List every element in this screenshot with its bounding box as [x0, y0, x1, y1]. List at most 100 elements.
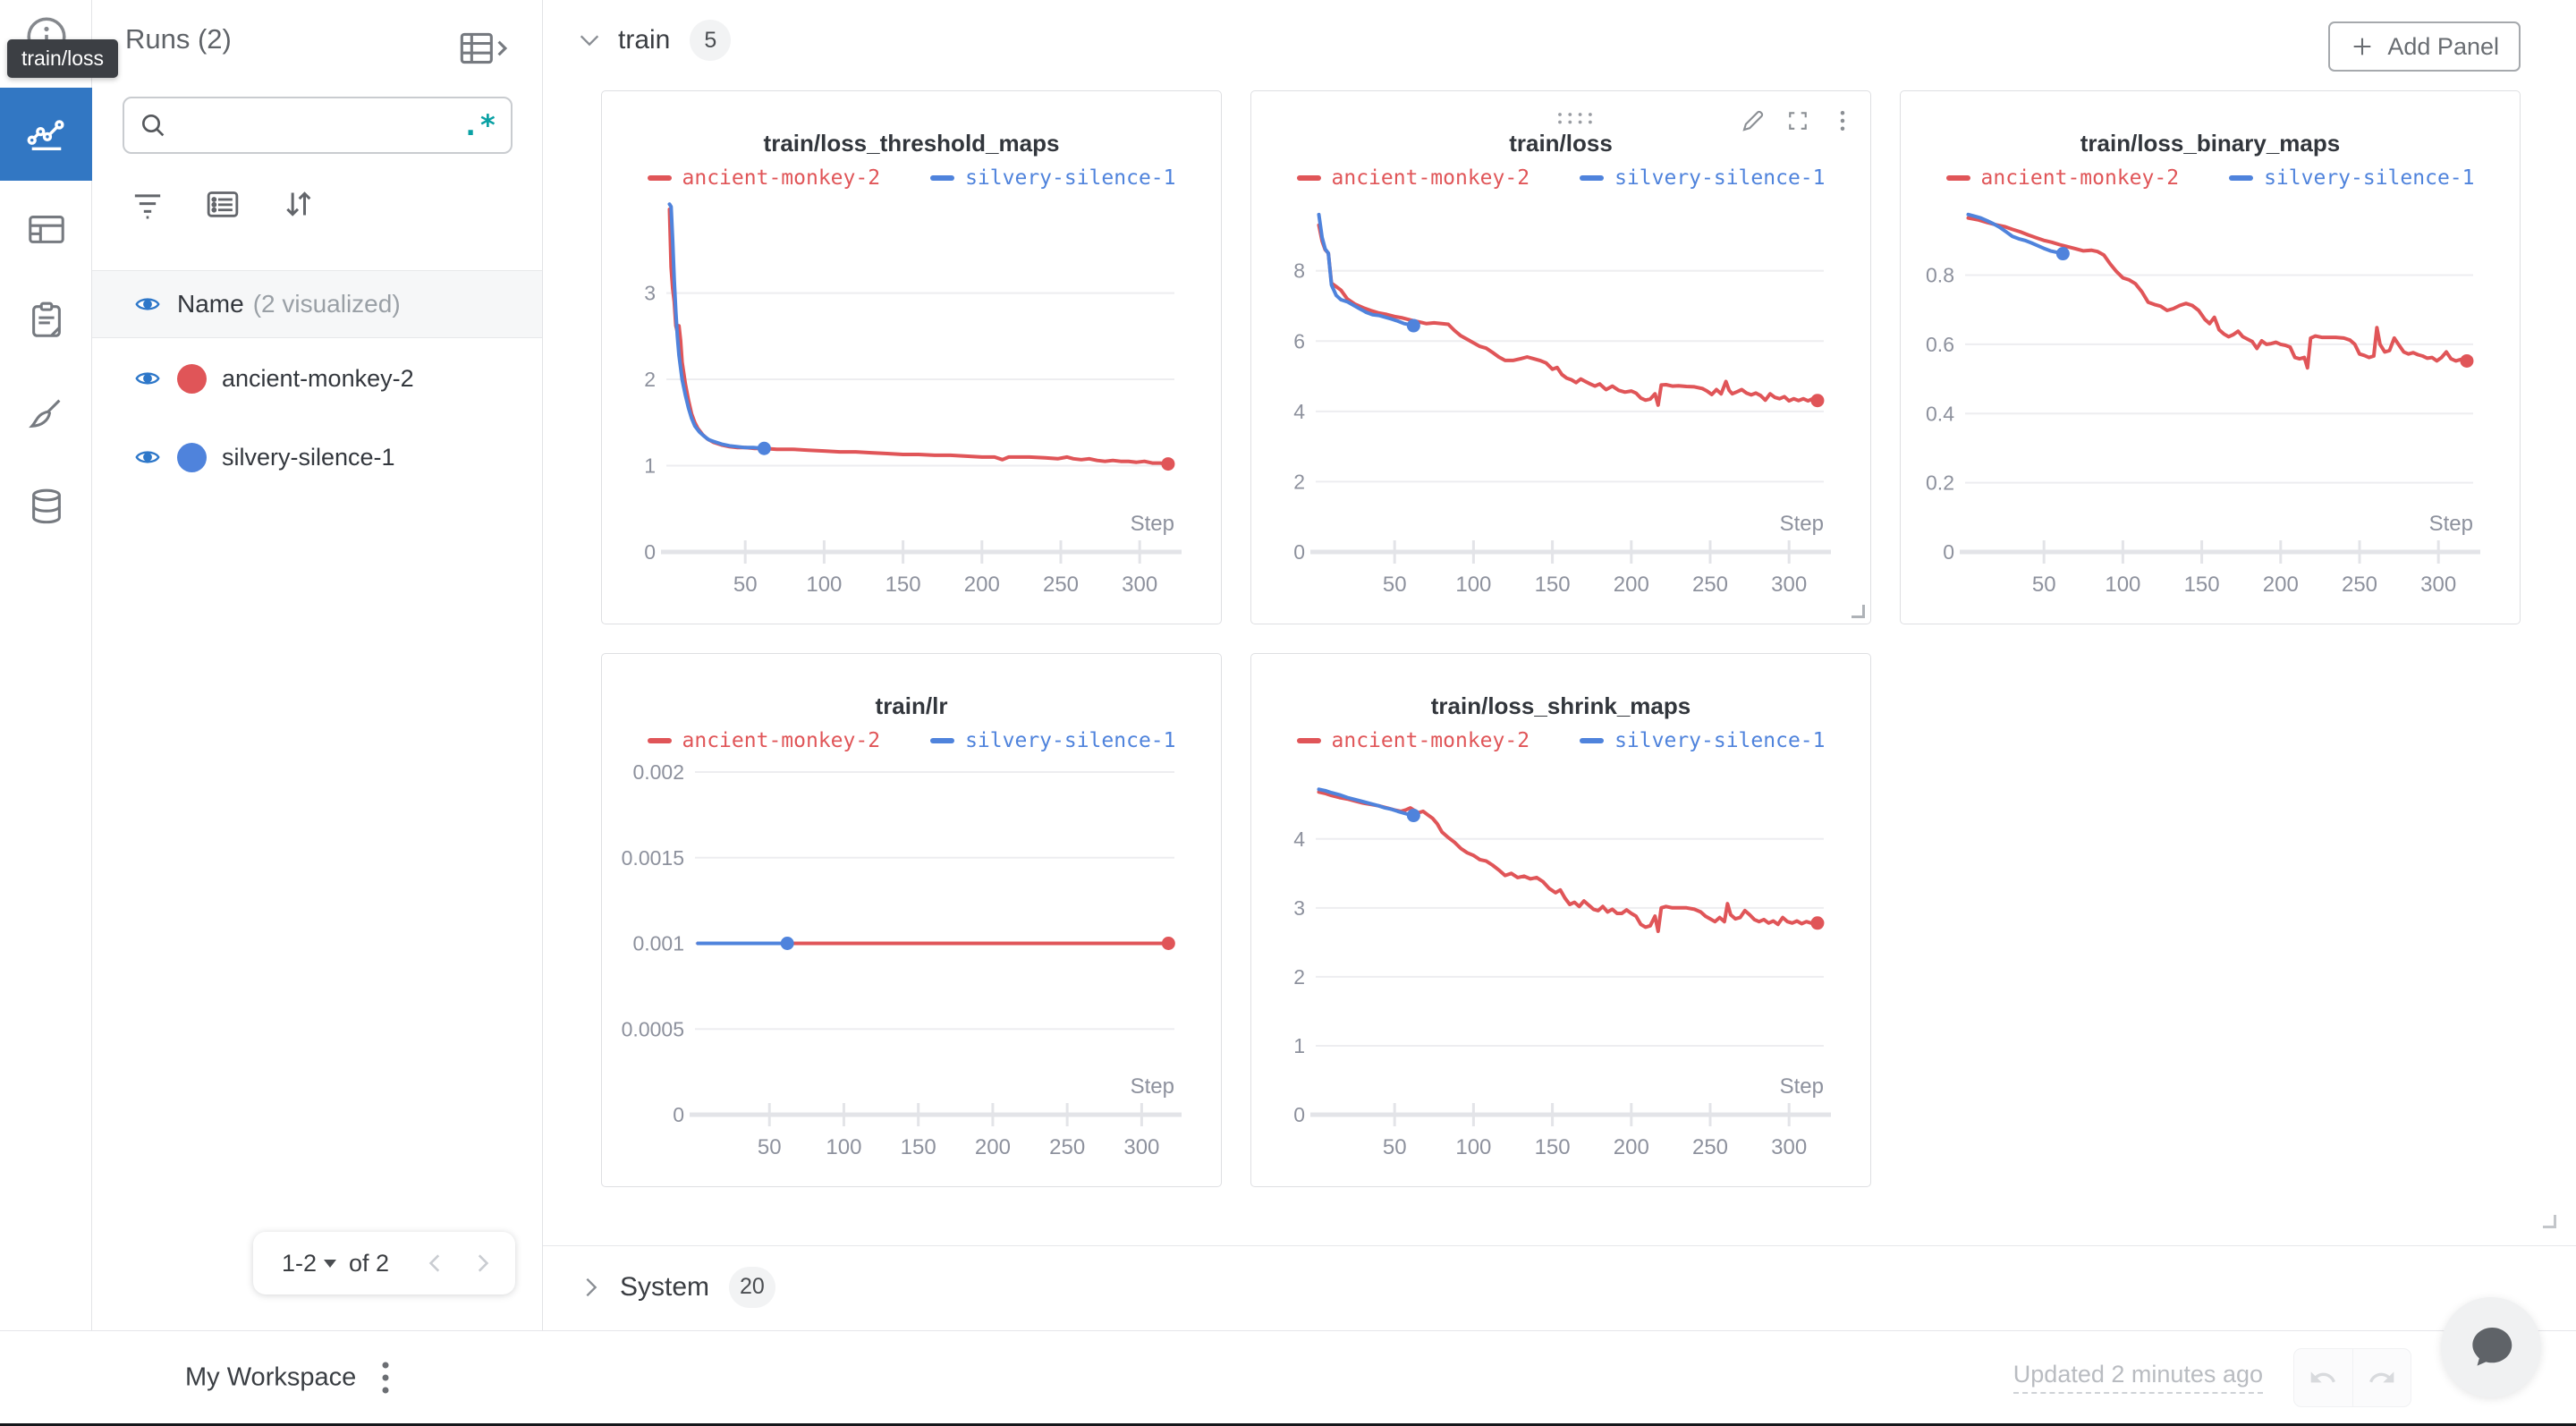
chat-bubble-icon [2472, 1328, 2512, 1366]
collapse-section-icon[interactable] [577, 28, 602, 53]
svg-text:300: 300 [1771, 1135, 1807, 1159]
legend-item[interactable]: ancient-monkey-2 [647, 166, 880, 190]
svg-text:100: 100 [806, 573, 842, 597]
run-name[interactable]: ancient-monkey-2 [222, 364, 414, 392]
help-chat-button[interactable] [2441, 1297, 2541, 1397]
undo-button[interactable] [2294, 1349, 2352, 1406]
chart-title: train/loss_threshold_maps [763, 130, 1060, 157]
svg-text:0: 0 [1943, 540, 1954, 564]
chart-plot[interactable]: 0 1 2 3 4 50 100 150 200 250 300 Step [1251, 761, 1872, 1178]
chart-panel[interactable]: train/loss_binary_maps ancient-monkey-2 si… [1900, 90, 2521, 624]
panel-menu-icon[interactable] [1829, 107, 1856, 134]
panel-resize-handle[interactable] [1852, 605, 1865, 618]
svg-text:50: 50 [2032, 573, 2056, 597]
runs-column-name[interactable]: Name [177, 290, 244, 318]
chart-plot[interactable]: 0 0.2 0.4 0.6 0.8 50 100 150 200 250 300 Step [1901, 199, 2521, 615]
legend-item[interactable]: silvery-silence-1 [930, 166, 1175, 190]
legend-item[interactable]: ancient-monkey-2 [647, 729, 881, 752]
run-name[interactable]: silvery-silence-1 [222, 443, 395, 471]
runs-list: ancient-monkey-2 silvery-silence-1 [92, 339, 542, 497]
next-page-icon[interactable] [470, 1252, 494, 1275]
legend-item[interactable]: ancient-monkey-2 [1296, 729, 1530, 752]
sort-icon[interactable] [278, 184, 318, 224]
run-row[interactable]: silvery-silence-1 [92, 418, 542, 497]
nav-artifacts[interactable] [0, 460, 92, 553]
nav-runs-table[interactable] [0, 182, 92, 276]
fullscreen-icon[interactable] [1784, 107, 1811, 134]
panel-actions [1740, 107, 1856, 134]
chart-panel[interactable]: train/lr ancient-monkey-2 silvery-silence-… [601, 653, 1222, 1187]
add-panel-button[interactable]: Add Panel [2328, 21, 2521, 72]
caret-down-icon [324, 1259, 337, 1268]
visibility-eye-icon[interactable] [131, 445, 164, 470]
svg-text:200: 200 [964, 573, 1000, 597]
tooltip: train/loss [7, 39, 119, 78]
chart-legend: ancient-monkey-2 silvery-silence-1 [1251, 165, 1870, 191]
chart-plot[interactable]: 0 1 2 3 50 100 150 200 250 300 Step [602, 199, 1223, 615]
plus-icon [2354, 38, 2371, 55]
svg-text:4: 4 [1293, 400, 1305, 423]
section-panel-count: 5 [690, 20, 732, 61]
legend-item[interactable]: ancient-monkey-2 [1296, 166, 1530, 190]
svg-text:2: 2 [644, 368, 656, 391]
svg-text:50: 50 [758, 1135, 782, 1159]
system-section-header: System 20 [543, 1245, 2576, 1328]
workspace-title[interactable]: My Workspace [185, 1362, 357, 1391]
run-search[interactable]: .* [123, 97, 513, 154]
pagination-of-label: of 2 [349, 1249, 390, 1277]
svg-text:3: 3 [644, 282, 656, 305]
chart-plot[interactable]: 0 0.0005 0.001 0.0015 0.002 50 100 150 200 250 300… [602, 761, 1223, 1178]
screen-edge [0, 1423, 2576, 1426]
svg-text:0: 0 [1293, 1103, 1305, 1126]
run-color-dot [177, 363, 207, 394]
redo-icon [2368, 1371, 2394, 1382]
edit-panel-icon[interactable] [1740, 107, 1767, 134]
svg-text:0: 0 [644, 540, 656, 564]
visibility-all-eye-icon[interactable] [131, 292, 164, 317]
nav-workspace-charts[interactable] [0, 88, 92, 181]
section-title[interactable]: train [618, 25, 671, 55]
legend-item[interactable]: ancient-monkey-2 [1945, 166, 2179, 190]
expand-runs-table-icon[interactable] [453, 29, 516, 68]
run-row[interactable]: ancient-monkey-2 [92, 339, 542, 418]
svg-text:Step: Step [1780, 512, 1824, 536]
svg-text:200: 200 [975, 1135, 1011, 1159]
page-size-dropdown[interactable]: 1-2 [282, 1250, 337, 1277]
chart-panel[interactable]: train/loss ancient-monkey-2 silvery-silenc… [1250, 90, 1871, 624]
svg-text:250: 250 [2342, 573, 2377, 597]
chart-panel[interactable]: train/loss_threshold_maps ancient-monkey-… [601, 90, 1222, 624]
workspace-menu-icon[interactable] [379, 1358, 392, 1397]
svg-text:Step: Step [1780, 1074, 1824, 1099]
legend-item[interactable]: silvery-silence-1 [1580, 729, 1825, 752]
visibility-eye-icon[interactable] [131, 366, 164, 391]
search-input[interactable] [178, 111, 462, 140]
drag-handle-icon[interactable] [1555, 111, 1595, 130]
svg-text:100: 100 [1455, 573, 1491, 597]
prev-page-icon[interactable] [424, 1252, 447, 1275]
chart-title: train/loss_binary_maps [2080, 130, 2341, 157]
legend-item[interactable]: silvery-silence-1 [2229, 166, 2474, 190]
chart-panel[interactable]: train/loss_shrink_maps ancient-monkey-2 si… [1250, 653, 1871, 1187]
svg-text:100: 100 [826, 1135, 861, 1159]
filter-icon[interactable] [128, 184, 167, 224]
redo-button[interactable] [2351, 1348, 2411, 1406]
chart-plot[interactable]: 0 2 4 6 8 50 100 150 200 250 300 Step [1251, 199, 1872, 615]
svg-text:0.0015: 0.0015 [622, 846, 684, 870]
expand-section-icon[interactable] [579, 1275, 604, 1300]
svg-text:250: 250 [1692, 573, 1728, 597]
legend-item[interactable]: silvery-silence-1 [930, 729, 1175, 752]
legend-item[interactable]: silvery-silence-1 [1580, 166, 1825, 190]
section-resize-handle[interactable] [2543, 1215, 2556, 1228]
legend-dash-icon [930, 738, 955, 743]
nav-sweeps[interactable] [0, 367, 92, 460]
runs-sidebar: Runs (2) .* [92, 0, 543, 1330]
regex-toggle-icon[interactable]: .* [462, 108, 496, 142]
svg-text:150: 150 [1535, 573, 1571, 597]
group-list-icon[interactable] [203, 184, 242, 224]
chart-legend: ancient-monkey-2 silvery-silence-1 [1251, 727, 1870, 754]
runs-toolbar [128, 184, 318, 224]
nav-logs[interactable] [0, 274, 92, 367]
section-title[interactable]: System [620, 1271, 710, 1302]
legend-run-name: ancient-monkey-2 [682, 729, 881, 752]
legend-run-name: ancient-monkey-2 [1331, 166, 1530, 190]
